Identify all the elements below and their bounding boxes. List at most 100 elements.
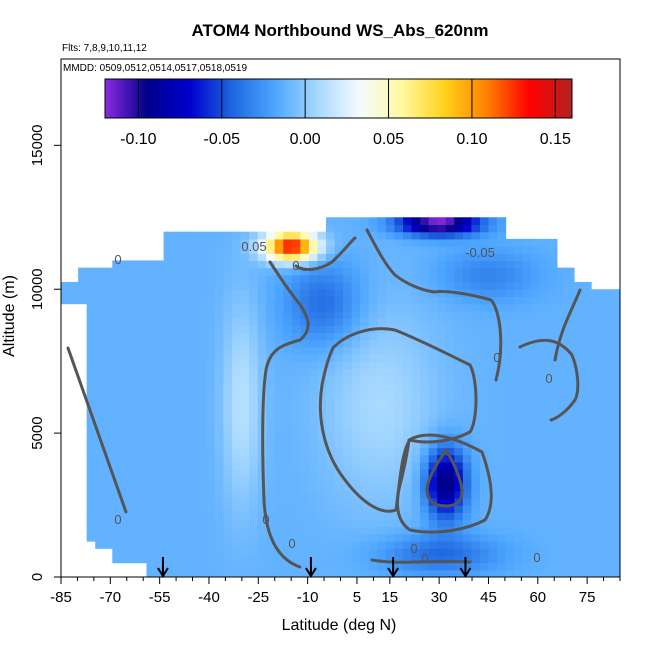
heatmap-cell — [437, 217, 447, 226]
heatmap-cell — [522, 483, 532, 492]
heatmap-cell — [428, 274, 438, 283]
heatmap-cell — [360, 555, 370, 564]
heatmap-cell — [112, 447, 122, 456]
heatmap-cell — [591, 512, 601, 521]
heatmap-cell — [155, 418, 165, 427]
heatmap-cell — [556, 361, 567, 369]
heatmap-cell — [283, 353, 293, 362]
heatmap-cell — [454, 282, 464, 290]
heatmap-cell — [488, 260, 498, 269]
heatmap-cell — [505, 425, 515, 434]
heatmap-cell — [556, 425, 567, 434]
heatmap-cell — [343, 224, 353, 233]
heatmap-cell — [137, 476, 148, 485]
heatmap-cell — [86, 433, 96, 441]
heatmap-cell — [214, 296, 225, 305]
heatmap-cell — [385, 562, 396, 571]
heatmap-cell — [189, 490, 199, 499]
heatmap-cell — [214, 318, 225, 326]
heatmap-cell — [445, 303, 455, 312]
heatmap-cell — [300, 231, 310, 240]
heatmap-cell — [420, 389, 430, 398]
heatmap-cell — [308, 260, 319, 269]
heatmap-cell — [479, 476, 490, 485]
heatmap-cell — [591, 375, 601, 384]
heatmap-cell — [377, 303, 387, 312]
heatmap-cell — [462, 303, 472, 312]
heatmap-cell — [385, 461, 396, 470]
heatmap-cell — [582, 353, 592, 362]
heatmap-cell — [206, 231, 216, 240]
heatmap-cell — [462, 217, 472, 226]
heatmap-cell — [462, 332, 472, 341]
heatmap-cell — [146, 404, 156, 413]
heatmap-cell — [394, 353, 404, 362]
heatmap-cell — [522, 361, 532, 369]
heatmap-cell — [317, 253, 327, 262]
heatmap-cell — [428, 282, 438, 290]
heatmap-cell — [197, 375, 207, 384]
heatmap-cell — [120, 339, 130, 348]
heatmap-cell — [308, 447, 319, 456]
heatmap-cell — [343, 375, 353, 384]
heatmap-cell — [599, 519, 609, 528]
heatmap-cell — [308, 526, 319, 535]
heatmap-cell — [514, 497, 524, 506]
heatmap-cell — [214, 282, 225, 290]
heatmap-cell — [522, 505, 532, 513]
heatmap-cell — [437, 505, 447, 513]
heatmap-cell — [573, 454, 584, 463]
heatmap-cell — [368, 404, 378, 413]
contour-label: 0 — [292, 258, 299, 273]
heatmap-cell — [155, 289, 165, 298]
heatmap-cell — [146, 332, 156, 341]
heatmap-cell — [172, 490, 182, 499]
heatmap-cell — [402, 512, 413, 521]
heatmap-cell — [573, 332, 584, 341]
heatmap-cell — [334, 260, 344, 269]
heatmap-cell — [385, 469, 396, 477]
heatmap-cell — [565, 433, 575, 441]
heatmap-cell — [351, 289, 361, 298]
heatmap-cell — [616, 382, 620, 391]
heatmap-cell — [274, 282, 284, 290]
x-tick-label: -10 — [297, 589, 319, 606]
heatmap-cell — [189, 368, 199, 377]
heatmap-cell — [351, 454, 361, 463]
heatmap-cell — [437, 476, 447, 485]
heatmap-cell — [411, 368, 421, 377]
heatmap-cell — [317, 454, 327, 463]
heatmap-cell — [479, 440, 490, 449]
heatmap-cell — [172, 397, 182, 405]
heatmap-cell — [240, 325, 250, 333]
heatmap-cell — [197, 346, 207, 355]
heatmap-cell — [274, 231, 284, 240]
heatmap-cell — [291, 397, 301, 405]
heatmap-cell — [505, 303, 515, 312]
heatmap-cell — [377, 418, 387, 427]
heatmap-cell — [582, 418, 592, 427]
heatmap-cell — [120, 476, 130, 485]
heatmap-cell — [86, 461, 96, 470]
heatmap-cell — [172, 562, 182, 571]
heatmap-cell — [531, 361, 541, 369]
heatmap-cell — [129, 497, 139, 506]
heatmap-cell — [351, 310, 361, 319]
heatmap-cell — [531, 303, 541, 312]
heatmap-cell — [351, 303, 361, 312]
heatmap-cell — [308, 238, 319, 247]
heatmap-cell — [445, 253, 455, 262]
heatmap-cell — [163, 267, 173, 276]
heatmap-cell — [249, 274, 259, 283]
heatmap-cell — [402, 461, 413, 470]
heatmap-cell — [197, 454, 207, 463]
heatmap-cell — [565, 382, 575, 391]
heatmap-cell — [539, 296, 549, 305]
heatmap-cell — [385, 238, 396, 247]
heatmap-cell — [163, 483, 173, 492]
heatmap-cell — [539, 555, 549, 564]
heatmap-cell — [291, 238, 301, 247]
heatmap-cell — [497, 433, 507, 441]
heatmap-cell — [308, 361, 319, 369]
heatmap-cell — [360, 368, 370, 377]
